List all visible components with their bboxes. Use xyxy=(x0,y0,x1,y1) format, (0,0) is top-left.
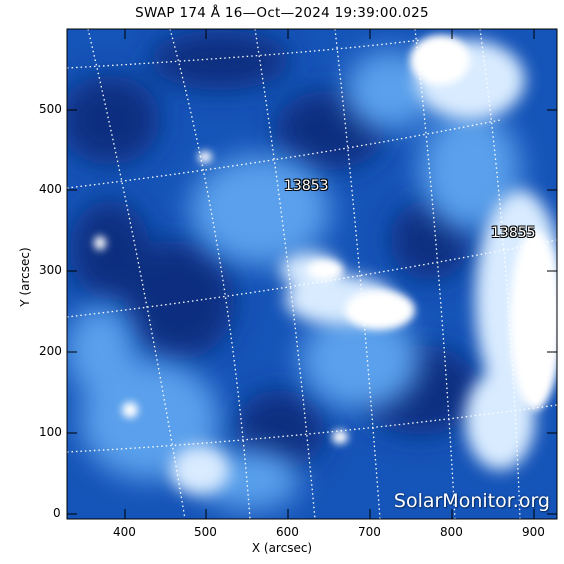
y-tick-label: 400 xyxy=(39,182,62,196)
euv-image xyxy=(67,29,557,519)
x-tick-label: 500 xyxy=(194,525,217,539)
x-tick-label: 400 xyxy=(113,525,136,539)
y-axis-ticks xyxy=(67,109,557,515)
x-tick-label: 800 xyxy=(440,525,463,539)
x-tick-label: 900 xyxy=(522,525,545,539)
x-tick-label: 700 xyxy=(358,525,381,539)
y-tick-label: 0 xyxy=(53,506,61,520)
x-axis-ticks xyxy=(124,29,535,519)
figure-title: SWAP 174 Å 16—Oct—2024 19:39:00.025 xyxy=(135,5,429,21)
y-tick-label: 100 xyxy=(39,425,62,439)
x-axis-label: X (arcsec) xyxy=(251,541,313,555)
y-tick-label: 200 xyxy=(39,344,62,358)
y-tick-label: 300 xyxy=(39,263,62,277)
y-tick-label: 500 xyxy=(39,102,62,116)
active-region-label: 13855 xyxy=(491,225,536,241)
x-tick-label: 600 xyxy=(276,525,299,539)
active-region-label: 13853 xyxy=(284,178,329,194)
y-axis-label: Y (arcsec) xyxy=(18,247,32,307)
heliographic-grid xyxy=(67,29,557,519)
watermark: SolarMonitor.org xyxy=(393,490,550,512)
